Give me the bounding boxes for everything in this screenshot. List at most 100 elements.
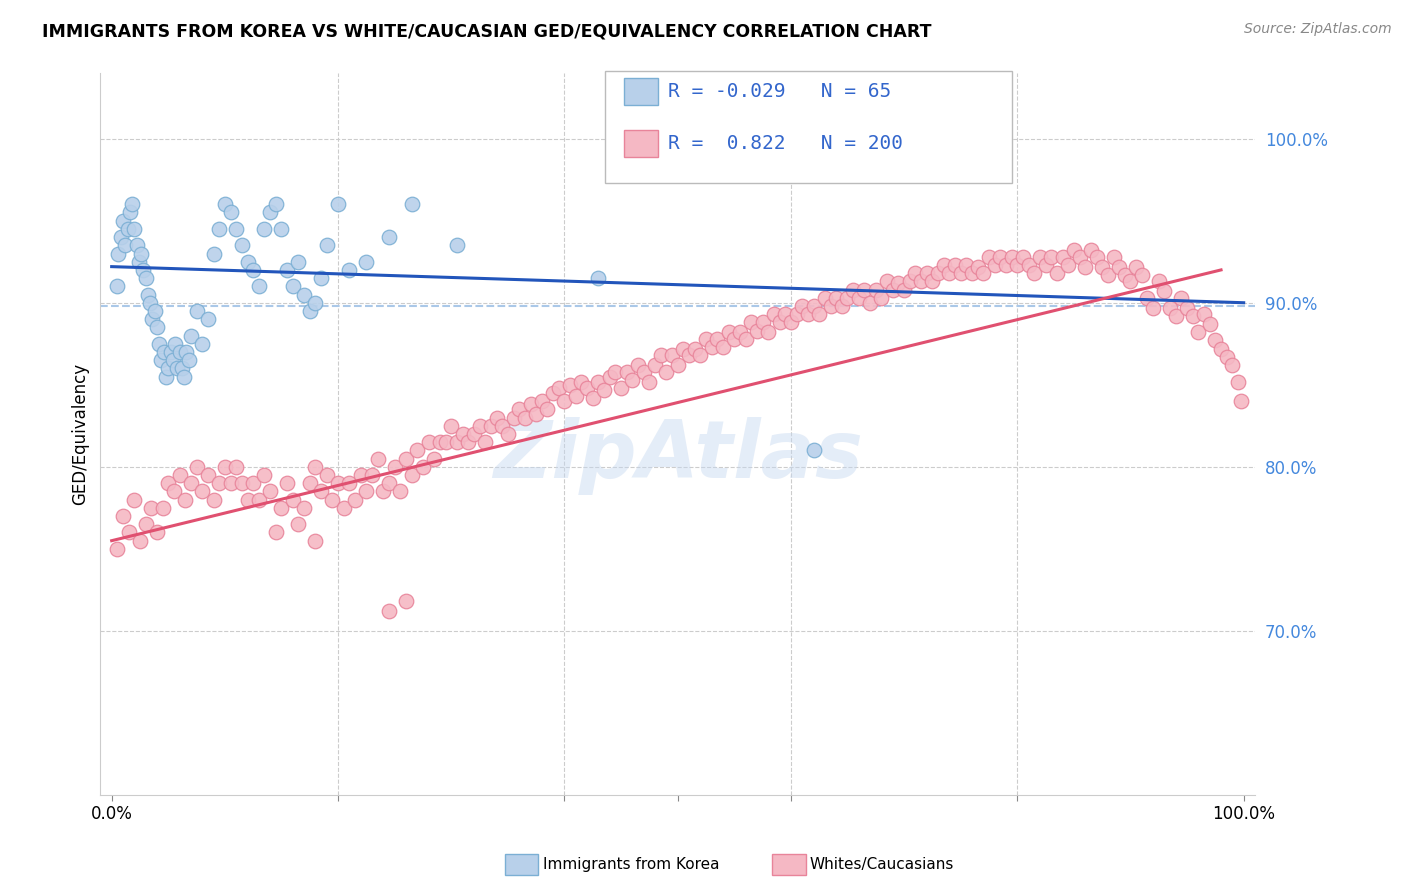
Point — [214, 197, 236, 211]
Point — [576, 381, 599, 395]
Point — [655, 365, 678, 379]
Point — [242, 263, 264, 277]
Point — [616, 365, 638, 379]
Point — [356, 254, 378, 268]
Point — [994, 258, 1017, 272]
Point — [440, 418, 463, 433]
Point — [927, 266, 949, 280]
Point — [1136, 291, 1159, 305]
Point — [350, 468, 373, 483]
Point — [141, 312, 163, 326]
Point — [627, 358, 650, 372]
Point — [132, 263, 155, 277]
Point — [162, 353, 184, 368]
Point — [446, 238, 468, 252]
Point — [496, 427, 519, 442]
Point — [904, 266, 927, 280]
Point — [717, 326, 740, 340]
Point — [326, 476, 349, 491]
Point — [292, 500, 315, 515]
Point — [1209, 342, 1232, 356]
Point — [588, 375, 610, 389]
Point — [588, 271, 610, 285]
Point — [208, 222, 231, 236]
Point — [389, 484, 412, 499]
Point — [605, 365, 627, 379]
Point — [859, 295, 882, 310]
Point — [124, 492, 146, 507]
Point — [169, 345, 191, 359]
Point — [344, 492, 367, 507]
Point — [666, 358, 689, 372]
Point — [541, 386, 564, 401]
Point — [309, 271, 332, 285]
Point — [700, 340, 723, 354]
Point — [219, 476, 242, 491]
Point — [457, 435, 479, 450]
Point — [1192, 307, 1215, 321]
Point — [723, 332, 745, 346]
Point — [259, 484, 281, 499]
Point — [298, 476, 321, 491]
Point — [339, 263, 361, 277]
Point — [644, 358, 666, 372]
Point — [1147, 274, 1170, 288]
Point — [468, 418, 491, 433]
Point — [1130, 268, 1153, 282]
Point — [485, 410, 508, 425]
Point — [621, 373, 644, 387]
Point — [508, 402, 530, 417]
Point — [638, 375, 661, 389]
Point — [264, 525, 287, 540]
Point — [898, 274, 921, 288]
Point — [401, 468, 423, 483]
Point — [1080, 244, 1102, 258]
Point — [128, 254, 150, 268]
Point — [1074, 260, 1097, 274]
Point — [219, 205, 242, 219]
Point — [136, 287, 159, 301]
Point — [1085, 250, 1108, 264]
Point — [689, 348, 711, 362]
Y-axis label: GED/Equivalency: GED/Equivalency — [72, 363, 89, 505]
Point — [773, 307, 796, 321]
Point — [808, 307, 831, 321]
Point — [1125, 260, 1147, 274]
Point — [107, 246, 129, 260]
Point — [882, 283, 904, 297]
Point — [1153, 285, 1175, 299]
Point — [129, 533, 152, 548]
Point — [247, 492, 270, 507]
Point — [756, 326, 779, 340]
Point — [768, 315, 790, 329]
Point — [1119, 274, 1142, 288]
Point — [191, 336, 214, 351]
Point — [105, 279, 128, 293]
Point — [197, 468, 219, 483]
Point — [547, 381, 569, 395]
Point — [1114, 268, 1136, 282]
Point — [1018, 258, 1040, 272]
Point — [159, 345, 181, 359]
Point — [150, 353, 173, 368]
Point — [1159, 301, 1181, 315]
Point — [565, 389, 588, 403]
Text: Source: ZipAtlas.com: Source: ZipAtlas.com — [1244, 22, 1392, 37]
Point — [111, 213, 134, 227]
Point — [152, 345, 174, 359]
Point — [378, 604, 401, 618]
Point — [536, 402, 558, 417]
Point — [745, 324, 768, 338]
Point — [287, 254, 309, 268]
Point — [678, 348, 700, 362]
Point — [977, 250, 1000, 264]
Point — [842, 283, 865, 297]
Point — [1187, 326, 1209, 340]
Point — [270, 500, 292, 515]
Point — [893, 283, 915, 297]
Point — [304, 295, 326, 310]
Point — [202, 246, 225, 260]
Point — [418, 435, 440, 450]
Point — [121, 197, 143, 211]
Point — [429, 435, 451, 450]
